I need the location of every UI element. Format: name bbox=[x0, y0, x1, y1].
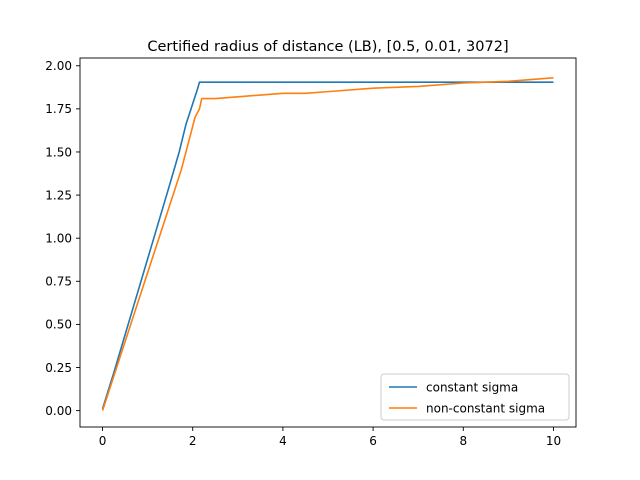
legend-label-0: constant sigma bbox=[426, 380, 518, 394]
y-tick-label: 0.00 bbox=[45, 404, 72, 418]
y-tick-label: 1.50 bbox=[45, 145, 72, 159]
x-tick-label: 10 bbox=[546, 434, 561, 448]
series-line-1 bbox=[101, 77, 554, 411]
x-tick-label: 8 bbox=[459, 434, 467, 448]
y-tick-label: 0.25 bbox=[45, 361, 72, 375]
y-tick-label: 1.75 bbox=[45, 102, 72, 116]
legend: constant sigma non-constant sigma bbox=[380, 373, 570, 421]
x-tick-label: 2 bbox=[189, 434, 197, 448]
series-line-0 bbox=[101, 81, 554, 410]
legend-box bbox=[380, 373, 570, 421]
y-tick-label: 0.50 bbox=[45, 318, 72, 332]
y-tick-label: 1.25 bbox=[45, 188, 72, 202]
y-tick-label: 2.00 bbox=[45, 59, 72, 73]
x-tick-label: 6 bbox=[369, 434, 377, 448]
plot-area bbox=[101, 77, 554, 411]
axes: 0 2 4 6 8 10 0.00 0.25 0.50 0.75 1.00 1.25 1.50 1.75 2… bbox=[45, 57, 577, 448]
chart-title: Certified radius of distance (LB), [0.5,… bbox=[147, 39, 508, 55]
y-tick-label: 0.75 bbox=[45, 275, 72, 289]
x-tick-label: 4 bbox=[279, 434, 287, 448]
y-tick-label: 1.00 bbox=[45, 231, 72, 245]
legend-label-1: non-constant sigma bbox=[426, 401, 545, 415]
x-tick-label: 0 bbox=[99, 434, 107, 448]
plot-frame bbox=[79, 57, 577, 428]
